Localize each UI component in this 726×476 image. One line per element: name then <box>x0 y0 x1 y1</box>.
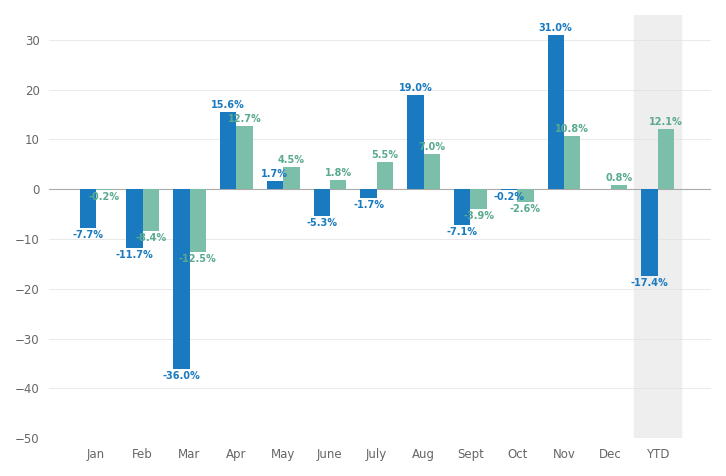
Text: -0.2%: -0.2% <box>89 192 120 202</box>
Text: 4.5%: 4.5% <box>278 155 305 165</box>
Bar <box>501 189 517 190</box>
Bar <box>189 189 206 251</box>
Text: 19.0%: 19.0% <box>399 83 432 93</box>
Text: 12.7%: 12.7% <box>228 114 261 124</box>
Text: 0.8%: 0.8% <box>605 173 632 183</box>
Text: 15.6%: 15.6% <box>211 99 245 109</box>
Text: -17.4%: -17.4% <box>630 278 668 288</box>
Bar <box>611 185 627 189</box>
Bar <box>283 167 300 189</box>
Bar <box>266 181 283 189</box>
Text: -12.5%: -12.5% <box>179 254 216 264</box>
Bar <box>454 189 470 225</box>
Bar <box>220 111 237 189</box>
Text: 31.0%: 31.0% <box>539 23 573 33</box>
Text: -2.6%: -2.6% <box>510 204 541 214</box>
Bar <box>314 189 330 216</box>
Text: -0.2%: -0.2% <box>494 192 524 202</box>
Bar <box>96 189 113 190</box>
Text: -7.1%: -7.1% <box>446 227 478 237</box>
Text: 10.8%: 10.8% <box>555 123 589 133</box>
Bar <box>564 136 580 189</box>
Bar <box>547 35 564 189</box>
Bar <box>173 189 189 368</box>
Bar <box>237 126 253 189</box>
Bar <box>517 189 534 202</box>
Bar <box>377 162 393 189</box>
Bar <box>143 189 159 231</box>
Text: 5.5%: 5.5% <box>372 150 399 160</box>
Bar <box>407 95 423 189</box>
Text: -36.0%: -36.0% <box>163 370 200 380</box>
Bar <box>658 129 674 189</box>
Text: -8.4%: -8.4% <box>135 233 166 243</box>
Text: 1.7%: 1.7% <box>261 169 288 179</box>
Text: -7.7%: -7.7% <box>72 229 103 239</box>
Bar <box>126 189 143 248</box>
Text: -3.9%: -3.9% <box>463 211 494 221</box>
Bar <box>360 189 377 198</box>
Bar <box>641 189 658 276</box>
Bar <box>423 154 440 189</box>
Bar <box>330 180 346 189</box>
Text: 1.8%: 1.8% <box>325 169 351 178</box>
Text: 12.1%: 12.1% <box>649 117 682 127</box>
Text: -1.7%: -1.7% <box>353 200 384 210</box>
Bar <box>470 189 486 208</box>
Bar <box>80 189 96 228</box>
Bar <box>634 15 681 438</box>
Text: -5.3%: -5.3% <box>306 218 338 228</box>
Text: 7.0%: 7.0% <box>418 142 445 152</box>
Text: -11.7%: -11.7% <box>115 249 153 259</box>
